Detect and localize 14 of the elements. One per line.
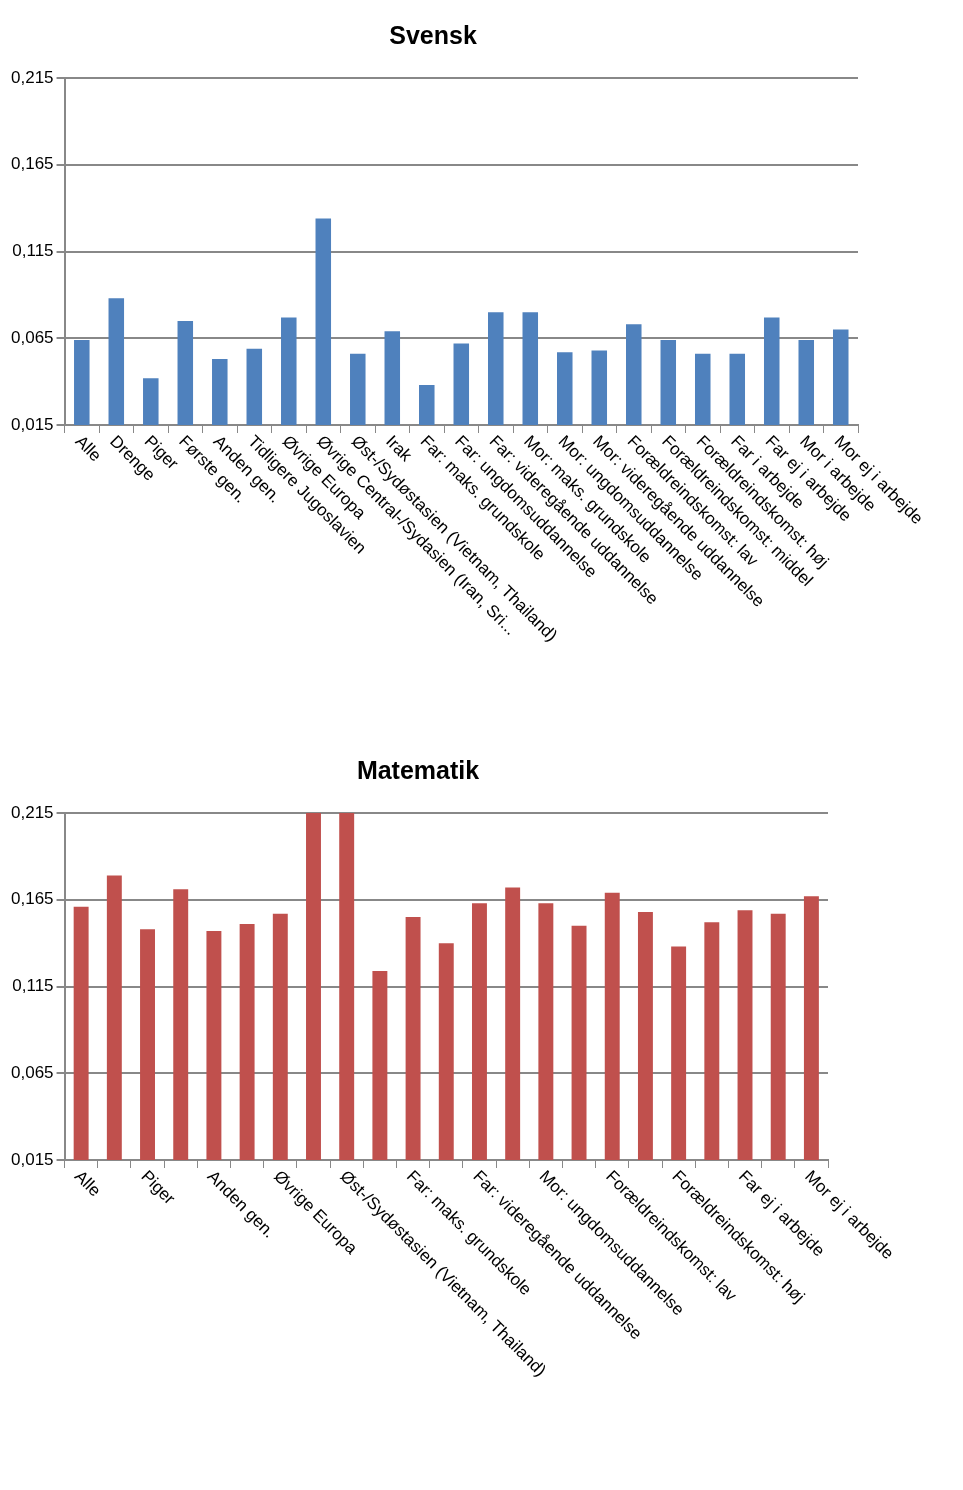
x-tick-label: Alle [71,431,106,466]
chart-title: Svensk [389,20,477,49]
chart-title: Matematik [356,755,480,784]
y-tick-label: 0,115 [12,241,54,261]
y-tick-label: 0,215 [10,802,54,822]
x-tick-label: Alle [71,1166,105,1201]
y-tick-label: 0,165 [10,154,54,174]
y-tick-label: 0,165 [10,889,54,909]
y-tick-label: 0,115 [12,976,54,996]
y-tick-label: 0,065 [10,1062,54,1082]
y-tick-label: 0,015 [10,414,54,434]
y-tick-label: 0,215 [10,67,54,87]
y-tick-label: 0,065 [10,327,54,347]
y-tick-label: 0,015 [10,1149,54,1169]
